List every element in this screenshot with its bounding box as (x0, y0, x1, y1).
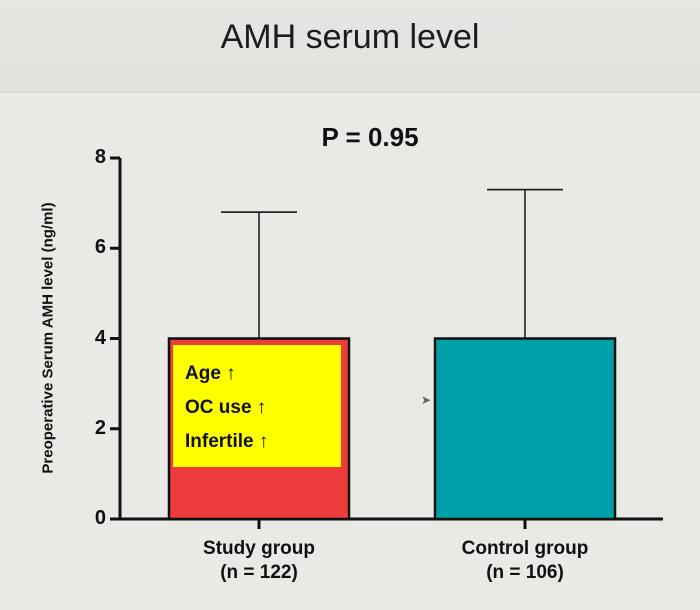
y-tick-label: 4 (94, 326, 106, 349)
annotation-line: Infertile ↑ (185, 431, 269, 452)
mouse-cursor-icon: ➤ (421, 393, 432, 407)
annotation-line: OC use ↑ (185, 397, 267, 418)
x-tick-label-line: (n = 122) (220, 562, 298, 583)
y-tick-label: 2 (94, 416, 106, 439)
y-axis-label: Preoperative Serum AMH level (ng/ml) (39, 202, 57, 474)
x-tick-label-line: Control group (461, 538, 589, 559)
x-tick-label: Control group (n = 106) (415, 537, 635, 585)
x-tick-label: Study group (n = 122) (149, 537, 369, 585)
y-tick-label: 6 (94, 236, 106, 259)
x-tick-label-line: Study group (203, 538, 315, 559)
annotation-box: Age ↑ OC use ↑ Infertile ↑ (173, 345, 341, 467)
chart-title-p-value: P = 0.95 (321, 122, 419, 152)
annotation-line: Age ↑ (185, 363, 236, 384)
y-tick-label: 0 (94, 507, 106, 529)
x-tick-label-line: (n = 106) (486, 562, 564, 583)
slide-header: AMH serum level (0, 0, 700, 93)
slide-title: AMH serum level (220, 18, 480, 56)
bar (433, 337, 617, 521)
y-tick-label: 8 (94, 146, 106, 168)
